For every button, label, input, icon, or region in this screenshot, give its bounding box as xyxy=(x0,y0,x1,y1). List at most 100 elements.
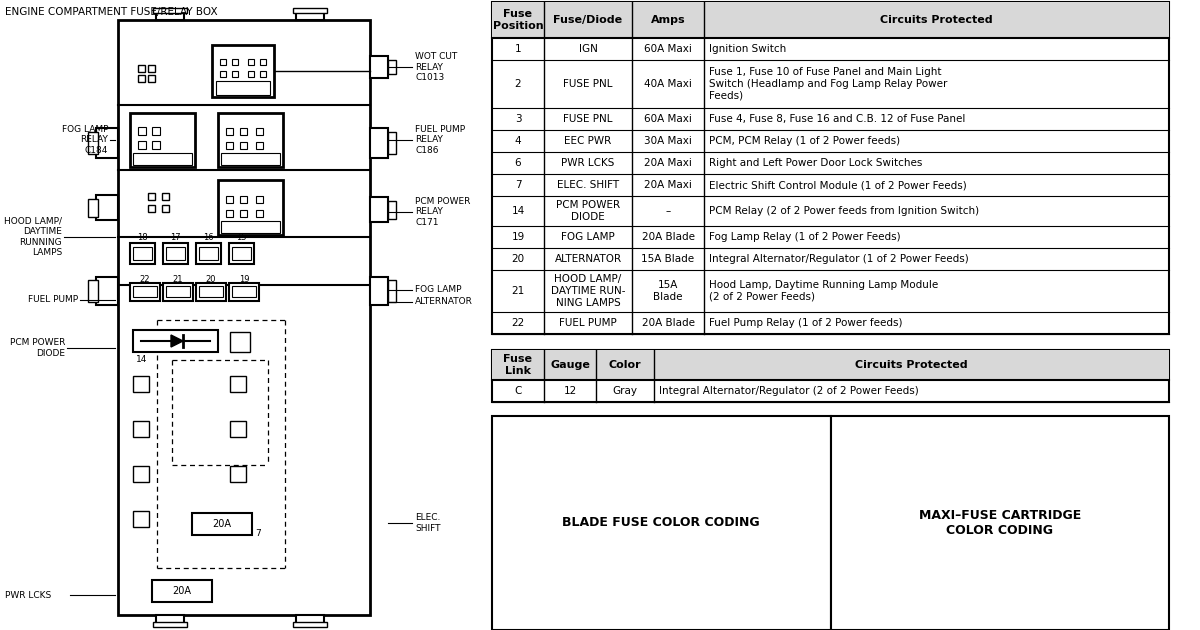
Text: Right and Left Power Door Lock Switches: Right and Left Power Door Lock Switches xyxy=(709,158,923,168)
Bar xyxy=(370,277,388,305)
Text: Fuse/Diode: Fuse/Diode xyxy=(553,15,623,25)
Bar xyxy=(492,2,1169,334)
Bar xyxy=(138,65,145,72)
Bar xyxy=(96,128,118,158)
Text: 15A
Blade: 15A Blade xyxy=(653,280,683,302)
Text: 20A: 20A xyxy=(212,519,232,529)
Text: 20A: 20A xyxy=(173,586,192,596)
Bar xyxy=(130,243,155,264)
Text: PCM POWER
RELAY
C171: PCM POWER RELAY C171 xyxy=(415,197,470,227)
Bar xyxy=(166,247,185,260)
Bar xyxy=(240,142,247,149)
Bar xyxy=(88,132,98,154)
Bar xyxy=(220,59,226,65)
Bar xyxy=(240,196,247,203)
Text: 30A Maxi: 30A Maxi xyxy=(644,136,692,146)
Text: 21: 21 xyxy=(511,286,524,296)
Text: 18: 18 xyxy=(137,234,148,243)
Text: 6: 6 xyxy=(515,158,521,168)
Bar xyxy=(163,283,193,301)
Text: Gauge: Gauge xyxy=(550,360,590,370)
Text: WOT CUT
RELAY
C1013: WOT CUT RELAY C1013 xyxy=(415,52,457,82)
Text: 21: 21 xyxy=(173,275,184,285)
Text: Integral Alternator/Regulator (1 of 2 Power Feeds): Integral Alternator/Regulator (1 of 2 Po… xyxy=(709,254,968,264)
Text: Amps: Amps xyxy=(650,15,685,25)
Bar xyxy=(370,128,388,158)
Text: Gray: Gray xyxy=(612,386,637,396)
Bar xyxy=(240,128,247,135)
Bar xyxy=(226,128,233,135)
Text: PCM POWER
DIODE: PCM POWER DIODE xyxy=(556,200,620,222)
Bar xyxy=(229,243,254,264)
Text: PCM, PCM Relay (1 of 2 Power feeds): PCM, PCM Relay (1 of 2 Power feeds) xyxy=(709,136,900,146)
Bar xyxy=(218,180,283,235)
Text: 2: 2 xyxy=(515,79,521,89)
Text: FUSE PNL: FUSE PNL xyxy=(563,79,613,89)
Bar xyxy=(232,59,238,65)
Text: FUEL PUMP: FUEL PUMP xyxy=(559,318,617,328)
Bar xyxy=(148,65,155,72)
Text: Fuse
Position: Fuse Position xyxy=(493,9,544,31)
Bar xyxy=(218,113,283,167)
Bar xyxy=(96,277,118,305)
Bar xyxy=(830,416,1169,630)
Bar xyxy=(293,622,326,627)
Bar xyxy=(166,286,190,297)
Text: 20A Blade: 20A Blade xyxy=(642,232,695,242)
Text: Color: Color xyxy=(608,360,641,370)
Polygon shape xyxy=(172,335,182,347)
Bar xyxy=(388,201,396,219)
Bar xyxy=(199,286,223,297)
Text: EEC PWR: EEC PWR xyxy=(564,136,612,146)
Bar xyxy=(492,2,1169,38)
Text: Electric Shift Control Module (1 of 2 Power Feeds): Electric Shift Control Module (1 of 2 Po… xyxy=(709,180,967,190)
Text: MAXI–FUSE CARTRIDGE
COLOR CODING: MAXI–FUSE CARTRIDGE COLOR CODING xyxy=(919,509,1081,537)
Bar xyxy=(230,466,246,482)
Bar xyxy=(388,132,396,154)
Text: Circuits Protected: Circuits Protected xyxy=(880,15,992,25)
Bar xyxy=(226,196,233,203)
Bar xyxy=(133,247,152,260)
Bar xyxy=(256,210,263,217)
Text: 60A Maxi: 60A Maxi xyxy=(644,114,692,124)
Text: 22: 22 xyxy=(139,275,150,285)
Bar xyxy=(199,247,218,260)
Bar xyxy=(220,71,226,77)
Text: 15: 15 xyxy=(235,234,246,243)
Bar xyxy=(152,580,212,602)
Bar xyxy=(293,8,326,13)
Bar xyxy=(370,56,388,78)
Bar xyxy=(148,193,155,200)
Bar xyxy=(133,421,149,437)
Bar xyxy=(370,197,388,222)
Text: FUSE PNL: FUSE PNL xyxy=(563,114,613,124)
Bar xyxy=(133,153,192,165)
Bar xyxy=(260,59,266,65)
Text: ALTERNATOR: ALTERNATOR xyxy=(554,254,622,264)
Text: 40A Maxi: 40A Maxi xyxy=(644,79,692,89)
Bar xyxy=(163,243,188,264)
Text: PWR LCKS: PWR LCKS xyxy=(5,590,52,600)
Text: PWR LCKS: PWR LCKS xyxy=(562,158,614,168)
Bar xyxy=(196,243,221,264)
Text: 20: 20 xyxy=(511,254,524,264)
Text: 1: 1 xyxy=(515,44,521,54)
Text: 22: 22 xyxy=(511,318,524,328)
Bar xyxy=(130,283,160,301)
Bar xyxy=(148,205,155,212)
Bar xyxy=(240,210,247,217)
Bar xyxy=(133,330,218,352)
Bar xyxy=(192,513,252,535)
Bar xyxy=(152,141,160,149)
Bar xyxy=(118,20,370,615)
Bar xyxy=(221,153,280,165)
Text: Integral Alternator/Regulator (2 of 2 Power Feeds): Integral Alternator/Regulator (2 of 2 Po… xyxy=(659,386,919,396)
Text: BLADE FUSE COLOR CODING: BLADE FUSE COLOR CODING xyxy=(563,517,760,529)
Bar xyxy=(133,511,149,527)
Text: 20A Maxi: 20A Maxi xyxy=(644,158,692,168)
Bar xyxy=(216,81,270,95)
Text: FOG LAMP: FOG LAMP xyxy=(562,232,614,242)
Text: Hood Lamp, Daytime Running Lamp Module
(2 of 2 Power Feeds): Hood Lamp, Daytime Running Lamp Module (… xyxy=(709,280,938,302)
Text: C: C xyxy=(515,386,522,396)
Bar xyxy=(138,75,145,82)
